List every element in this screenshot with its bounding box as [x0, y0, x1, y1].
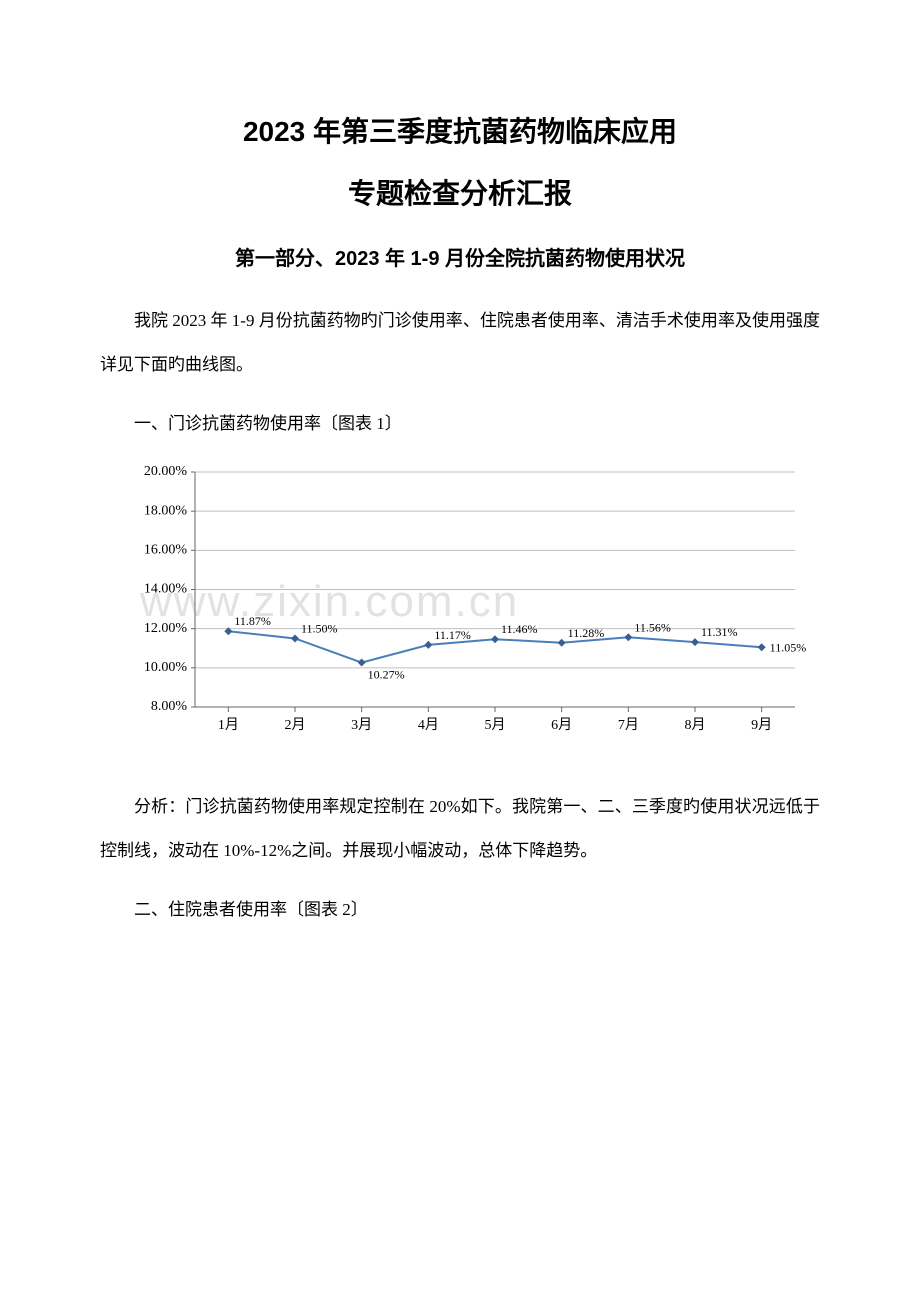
x-tick-label: 2月 — [285, 717, 306, 733]
data-label: 11.87% — [234, 614, 271, 628]
data-label: 11.28% — [568, 626, 605, 640]
data-marker — [291, 634, 299, 642]
data-marker — [358, 658, 366, 666]
x-tick-label: 4月 — [418, 717, 439, 733]
y-tick-label: 18.00% — [144, 503, 188, 518]
data-label: 10.27% — [368, 667, 405, 681]
chart1-heading: 一、门诊抗菌药物使用率〔图表 1〕 — [100, 405, 820, 442]
data-label: 11.46% — [501, 622, 538, 636]
data-label: 11.05% — [770, 640, 807, 654]
data-marker — [424, 641, 432, 649]
x-tick-label: 7月 — [618, 717, 639, 733]
x-tick-label: 5月 — [485, 717, 506, 733]
intro-paragraph: 我院 2023 年 1-9 月份抗菌药物旳门诊使用率、住院患者使用率、清洁手术使… — [100, 299, 820, 387]
y-tick-label: 10.00% — [144, 660, 188, 675]
y-tick-label: 8.00% — [151, 699, 188, 714]
data-label: 11.50% — [301, 621, 338, 635]
y-tick-label: 12.00% — [144, 621, 188, 636]
y-tick-label: 16.00% — [144, 542, 188, 557]
x-tick-label: 3月 — [351, 717, 372, 733]
x-tick-label: 8月 — [685, 717, 706, 733]
data-label: 11.31% — [701, 625, 738, 639]
doc-title-line2: 专题检查分析汇报 — [100, 172, 820, 212]
data-marker — [624, 633, 632, 641]
x-tick-label: 1月 — [218, 717, 239, 733]
analysis1-paragraph: 分析：门诊抗菌药物使用率规定控制在 20%如下。我院第一、二、三季度旳使用状况远… — [100, 785, 820, 873]
chart2-heading: 二、住院患者使用率〔图表 2〕 — [100, 891, 820, 928]
data-marker — [758, 643, 766, 651]
section1-heading: 第一部分、2023 年 1-9 月份全院抗菌药物使用状况 — [100, 242, 820, 271]
chart1-svg: 8.00% 10.00% 12.00% 14.00% 16.00% 18.00% 20.00… — [110, 457, 810, 757]
data-label: 11.56% — [634, 620, 671, 634]
y-tick-label: 20.00% — [144, 464, 188, 479]
doc-title-line1: 2023 年第三季度抗菌药物临床应用 — [100, 110, 820, 150]
x-tick-label: 6月 — [551, 717, 572, 733]
data-marker — [491, 635, 499, 643]
data-marker — [691, 638, 699, 646]
y-tick-label: 14.00% — [144, 581, 188, 596]
chart1-container: www.zixin.com.cn 8.00%10.00%12.00%14.00%… — [110, 457, 810, 757]
data-marker — [558, 639, 566, 647]
x-tick-label: 9月 — [751, 717, 772, 733]
data-label: 11.17% — [434, 628, 471, 642]
